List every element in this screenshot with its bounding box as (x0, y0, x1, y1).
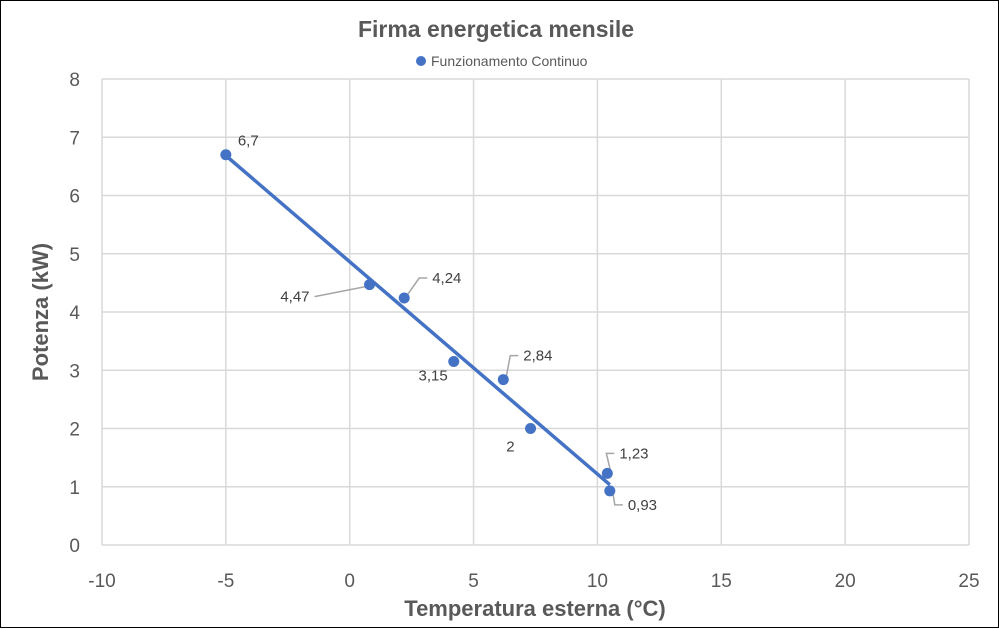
tick-labels: -10 -5 0 5 10 15 20 25 0 1 2 3 4 5 6 7 8 (69, 70, 979, 592)
trendline (224, 154, 611, 486)
x-tick-label: 5 (468, 571, 479, 592)
data-points (220, 149, 616, 497)
data-point (398, 292, 410, 304)
data-label: 6,7 (238, 133, 259, 150)
y-tick-label: 6 (69, 187, 80, 208)
label-leader-lines (314, 277, 623, 506)
x-tick-label: -10 (88, 571, 115, 592)
data-point (364, 279, 376, 291)
data-label: 4,47 (280, 289, 309, 306)
data-point (497, 374, 509, 386)
y-tick-label: 8 (69, 70, 80, 91)
data-label: 3,15 (419, 368, 448, 385)
leader-line (406, 277, 428, 296)
data-point (448, 356, 460, 368)
x-tick-label: -5 (217, 571, 234, 592)
gridlines (101, 78, 970, 546)
x-tick-label: 20 (835, 571, 856, 592)
leader-line (605, 452, 615, 471)
data-label: 2 (506, 439, 514, 456)
y-tick-label: 4 (69, 303, 80, 324)
x-axis-title: Temperatura esterna (°C) (404, 596, 665, 621)
leader-line (612, 492, 623, 506)
data-point (604, 485, 616, 497)
y-tick-label: 7 (69, 128, 80, 149)
x-tick-label: 0 (344, 571, 355, 592)
y-tick-label: 2 (69, 420, 80, 441)
x-tick-label: 15 (711, 571, 732, 592)
data-point (525, 423, 537, 434)
legend-marker (416, 56, 426, 66)
y-axis-title: Potenza (kW) (28, 243, 53, 381)
data-label: 1,23 (619, 445, 648, 462)
data-label: 4,24 (432, 270, 461, 287)
y-tick-label: 3 (69, 361, 80, 382)
chart-title: Firma energetica mensile (358, 16, 634, 42)
leader-line (505, 354, 519, 377)
y-tick-label: 1 (69, 478, 80, 499)
legend-label: Funzionamento Continuo (431, 53, 588, 69)
data-point (601, 467, 613, 479)
data-point (220, 149, 232, 161)
y-tick-label: 0 (69, 536, 80, 557)
y-tick-label: 5 (69, 245, 80, 266)
x-tick-label: 10 (587, 571, 608, 592)
data-label: 2,84 (523, 348, 552, 365)
data-labels: 6,7 4,47 4,24 3,15 2,84 2 1,23 0,93 (238, 133, 657, 514)
x-tick-label: 25 (958, 571, 979, 592)
data-label: 0,93 (628, 497, 657, 514)
leader-line (314, 285, 366, 298)
